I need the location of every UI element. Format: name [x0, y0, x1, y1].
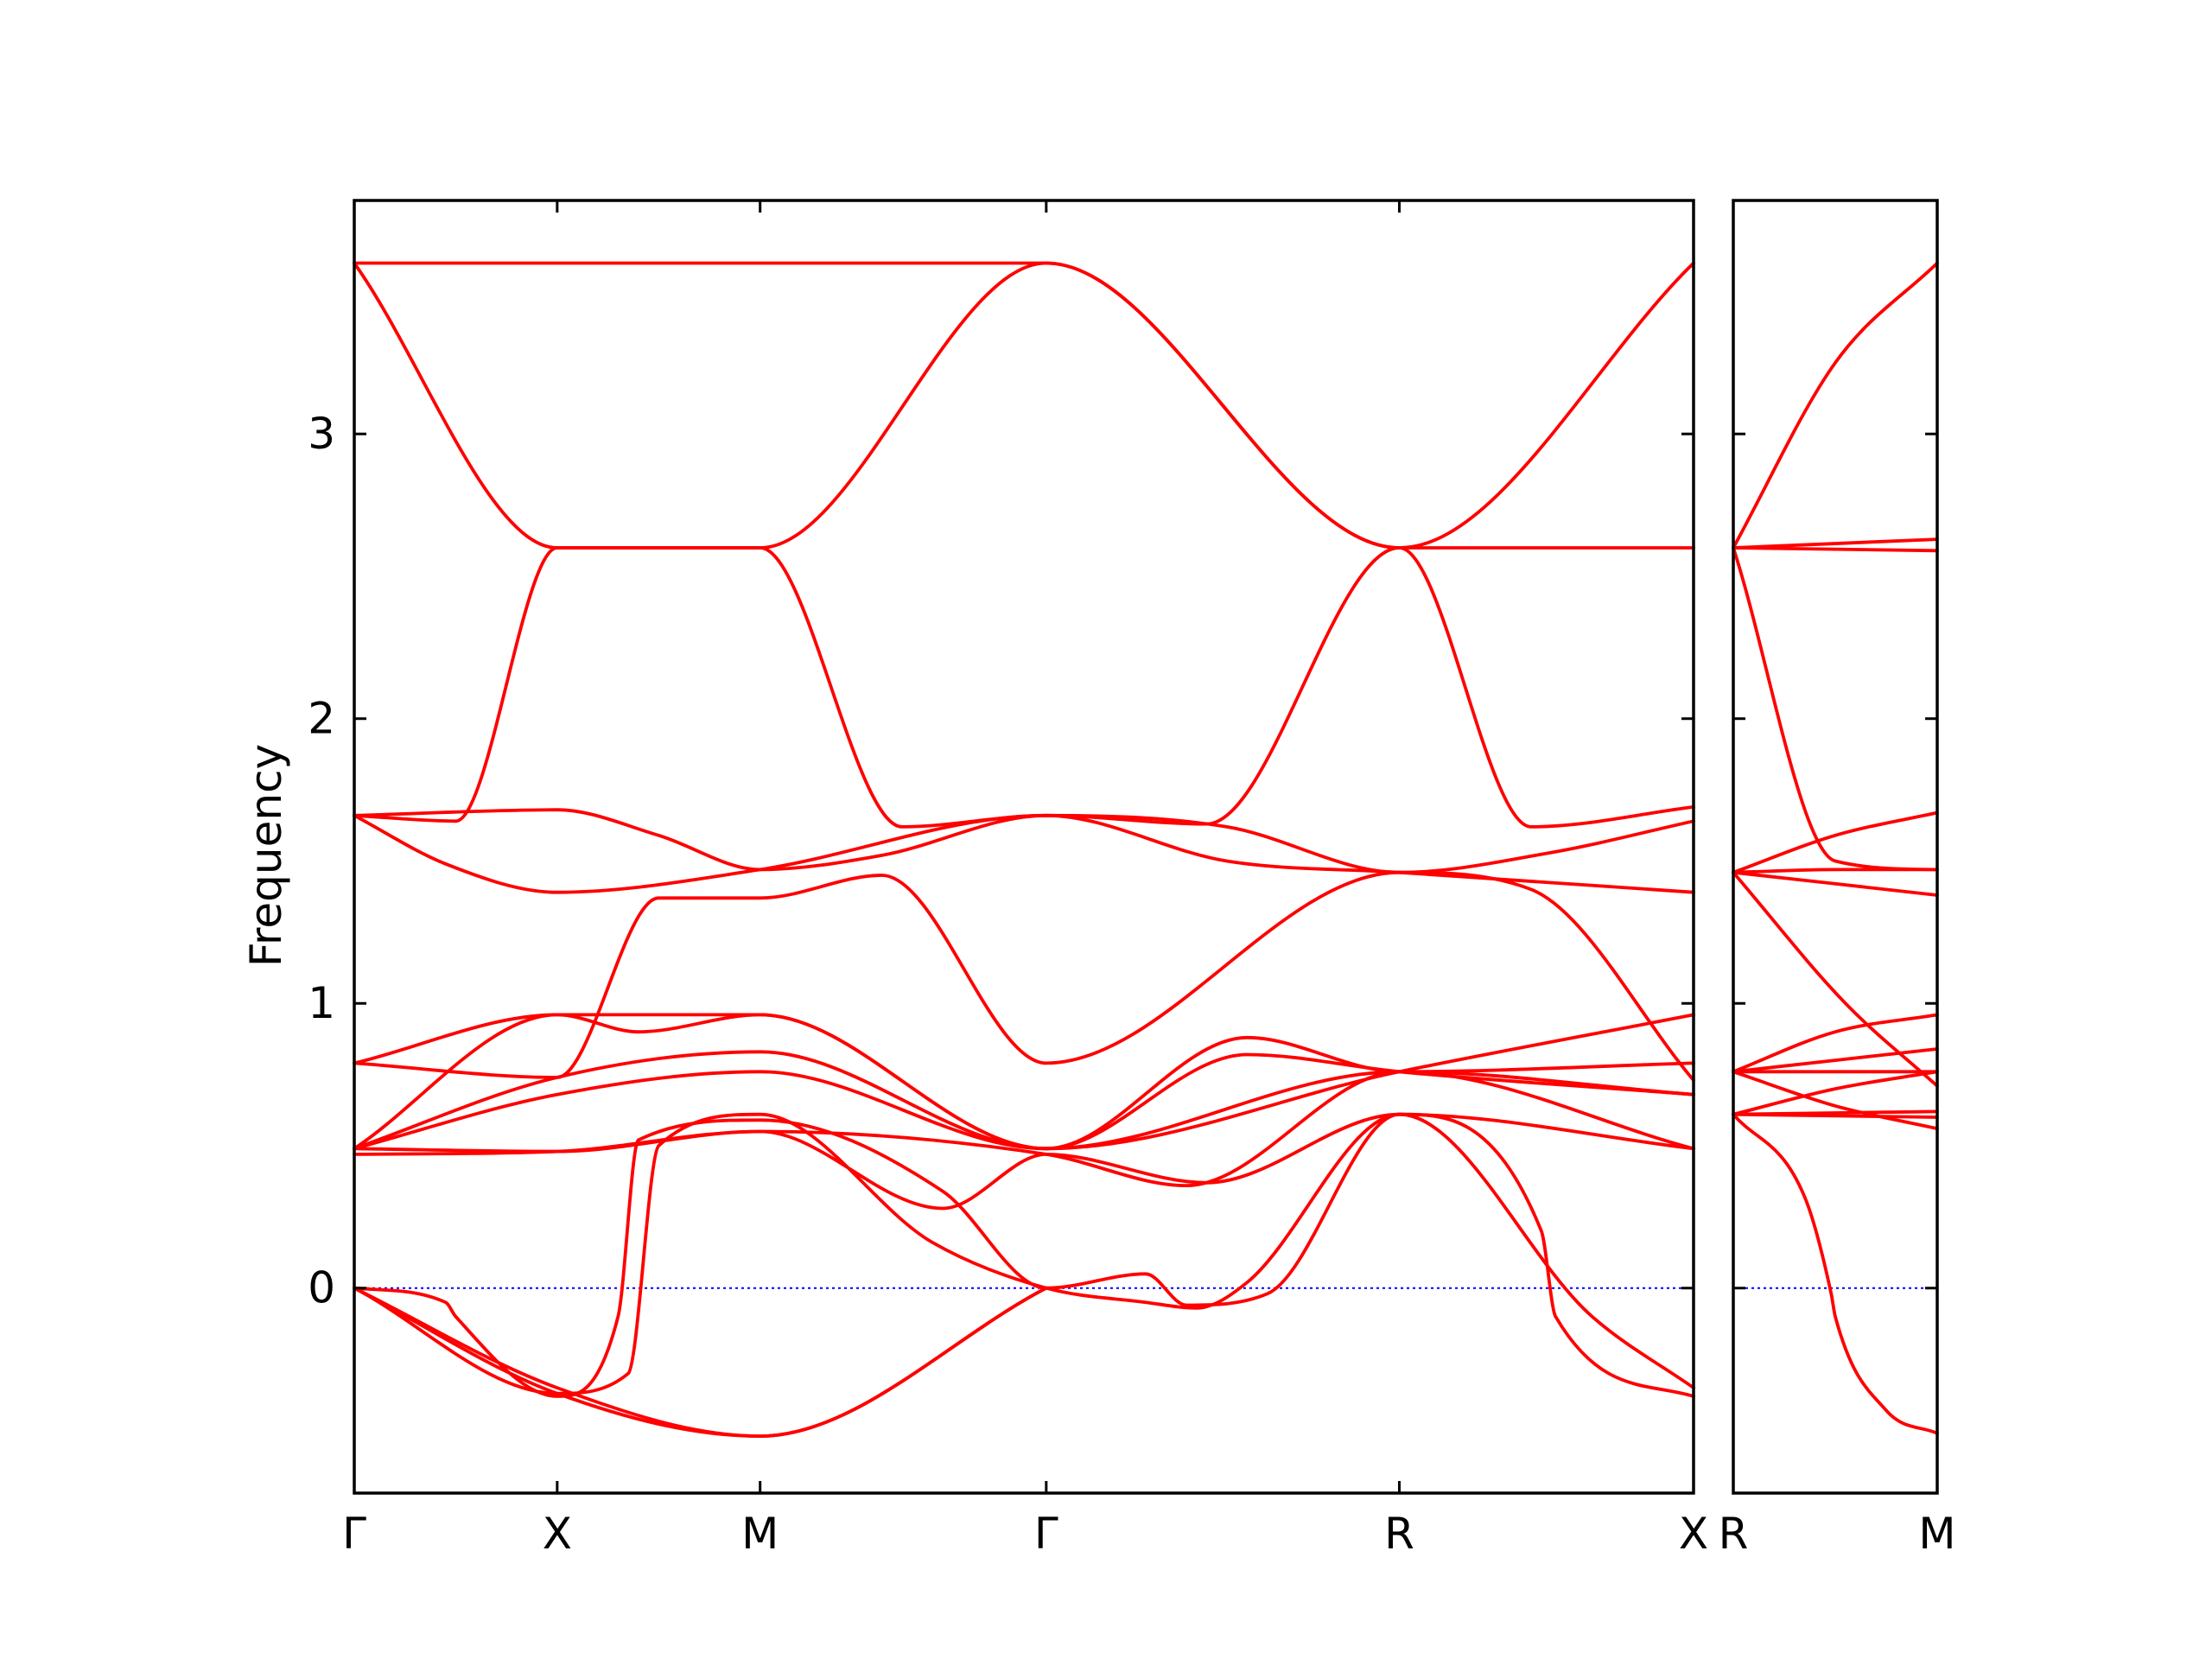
band-line	[353, 1112, 1695, 1211]
band-line	[353, 1050, 1695, 1151]
y-tick-label: 0	[308, 1263, 335, 1313]
band-line	[1732, 261, 1939, 550]
x-tick-label: R	[1719, 1509, 1749, 1559]
band-line	[1732, 1112, 1939, 1119]
band-line	[353, 1013, 1695, 1151]
band-line	[353, 261, 1695, 550]
y-tick-label: 1	[308, 978, 335, 1028]
y-axis-label: Frequency	[241, 744, 291, 967]
band-line	[353, 1013, 1695, 1151]
band-line	[353, 1070, 1695, 1187]
plot-frame	[353, 199, 1695, 1495]
x-tick-label: Γ	[342, 1509, 366, 1559]
plot-frame	[1732, 199, 1939, 1495]
band-line	[353, 1286, 1048, 1438]
band-line	[353, 546, 1695, 829]
x-tick-label: M	[741, 1509, 779, 1559]
band-line	[353, 813, 1695, 894]
x-tick-label: Γ	[1034, 1509, 1058, 1559]
band-line	[1732, 1070, 1939, 1116]
band-line	[353, 1286, 1048, 1438]
band-line	[353, 870, 1695, 1083]
band-line	[1732, 1013, 1939, 1074]
band-line	[1732, 1112, 1939, 1435]
band-line	[1732, 870, 1939, 897]
x-tick-label: X	[543, 1509, 572, 1559]
y-tick-label: 3	[308, 409, 335, 459]
band-line	[1732, 870, 1939, 1088]
band-line	[1732, 1047, 1939, 1074]
band-line	[353, 261, 1695, 550]
band-line	[353, 1070, 1695, 1151]
band-line	[1732, 546, 1939, 553]
band-line	[1732, 1070, 1939, 1131]
band-line	[1732, 546, 1939, 872]
y-tick-label: 2	[308, 694, 335, 744]
band-line	[353, 808, 1695, 874]
x-tick-label: X	[1679, 1509, 1708, 1559]
band-line	[353, 1112, 1695, 1398]
x-tick-label: R	[1384, 1509, 1414, 1559]
band-line	[1732, 810, 1939, 874]
band-line	[1732, 868, 1939, 874]
band-series	[353, 261, 1939, 1438]
band-line	[1732, 537, 1939, 550]
x-tick-label: M	[1918, 1509, 1955, 1559]
band-line	[353, 1112, 1695, 1395]
